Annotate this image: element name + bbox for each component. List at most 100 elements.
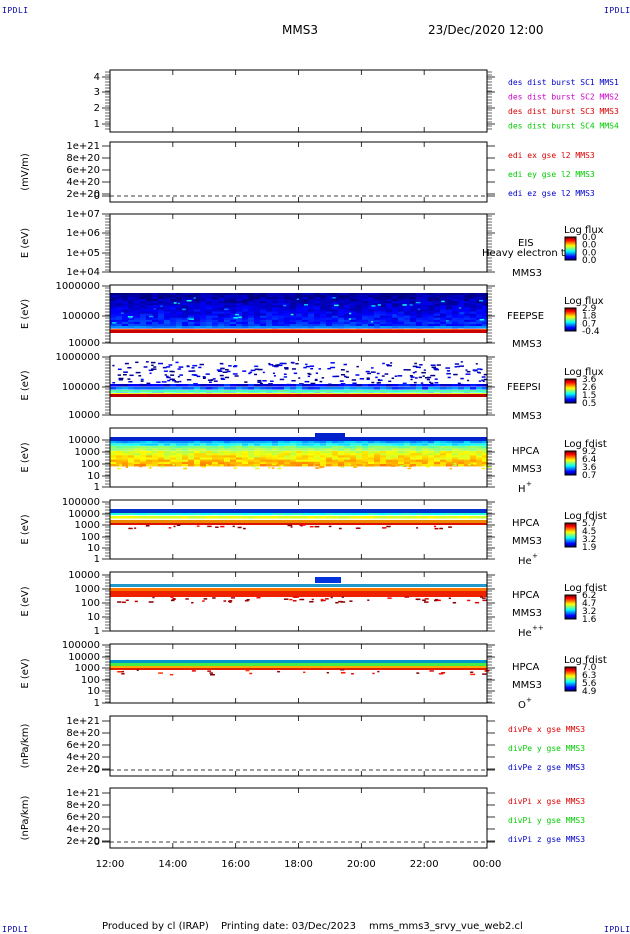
panel-3-speck [458,307,462,309]
panel-5-cell [434,451,440,454]
panel-3-cell [296,293,302,296]
panel-3-cell [446,301,452,304]
panel-4-cell [122,390,128,393]
colorbar-3-cell [565,322,576,324]
panel-3-cell [182,309,188,313]
panel-5-cell [230,446,236,449]
colorbar-6-cell [565,538,576,540]
panel-4-speck [284,367,289,369]
panel-5-cell [482,457,488,460]
panel-3-cell [152,301,158,304]
panel-5-cell [272,443,278,446]
panel-5-cell [152,464,158,467]
panel-6-cell [374,516,380,519]
panel-4-ytick-label: 1000000 [55,352,100,363]
panel-3-cell [212,311,218,315]
panel-5-cell [182,443,188,446]
panel-3-cell [206,319,212,323]
panel-5-cell [116,446,122,449]
panel-5-cell [380,464,386,467]
panel-4-speck [166,375,169,378]
colorbar-5-title: Log fdist [564,439,607,450]
panel-4-speck [268,362,271,365]
panel-3-cell [290,293,296,296]
panel-3-cell [350,311,356,315]
panel-7-speck [299,598,305,601]
panel-8-top-band [110,660,487,663]
panel-7-speck [349,600,353,602]
panel-4-cell [212,390,218,393]
panel-5-cell [224,448,230,451]
panel-0-legend-entry: des dist burst SC4 MMS4 [508,122,619,131]
panel-5-cell [380,441,386,444]
panel-4-cell [260,384,266,387]
panel-4-speck [259,383,263,385]
panel-3-cell [248,311,254,315]
panel-5-cell [410,464,416,467]
panel-7-ytick-label: 100 [81,598,100,609]
panel-3-cell [482,315,488,319]
panel-1-ytick-label: 4e+20 [66,177,100,188]
panel-5-cell [236,448,242,451]
panel-3-cell [176,321,182,325]
panel-5-cell [422,448,428,451]
colorbar-3-cell [565,312,576,315]
panel-3-cell [482,321,488,325]
panel-4-cell [248,384,254,387]
panel-4-cell [224,390,230,393]
panel-4-speck [228,365,232,367]
panel-9-ytick-label: 0 [94,765,100,776]
panel-3-cell [116,323,122,327]
panel-4-cell [362,387,368,390]
panel-3-cell [476,313,482,317]
panel-5-cell [332,441,338,444]
panel-5-cell [128,443,134,446]
panel-3-cell [344,326,350,329]
panel-5-cell [452,455,458,458]
panel-4-cell [152,390,158,393]
panel-3-cell [176,309,182,313]
panel-4-cell [134,390,140,393]
panel-5-cell [428,451,434,454]
panel-7-speck [474,601,480,604]
panel-4-speck [169,370,173,373]
panel-4-speck [140,380,144,382]
panel-3-cell [380,315,386,319]
panel-3-cell [386,297,392,300]
panel-3-cell [278,317,284,321]
panel-3-cell [392,303,398,306]
panel-5-cell [338,457,344,460]
panel-3-speck [173,302,177,304]
panel-4-speck [307,375,311,378]
panel-3-cell [440,311,446,315]
panel-3-cell [128,321,134,325]
panel-5-cell [158,459,164,463]
panel-4-cell [434,384,440,387]
panel-5-speck [426,465,430,468]
panel-5-cell [146,453,152,456]
panel-5-speck [315,467,319,469]
panel-3-cell [314,311,320,315]
panel-5-cell [440,455,446,458]
panel-5-cell [152,446,158,449]
panel-5-cell [374,443,380,446]
panel-5-cell [278,446,284,449]
colorbar-8-cell [565,669,576,671]
panel-5-speck [268,466,271,469]
panel-3-cell [224,323,230,327]
colorbar-4-cell [565,386,576,388]
panel-6-ytick-label: 100 [81,532,100,543]
panel-3-cell [440,319,446,323]
panel-3-cell [206,307,212,310]
panel-3-cell [416,326,422,329]
panel-4-cell [470,390,476,393]
panel-3-cell [122,295,128,298]
panel-7-orange-band [110,588,487,591]
header-date: 23/Dec/2020 12:00 [428,23,544,37]
panel-3-cell [326,297,332,300]
panel-3-cell [446,326,452,329]
colorbar-2-cell [565,242,576,245]
panel-3-cell [140,317,146,321]
panel-3-cell [206,301,212,304]
panel-3-cell [206,297,212,300]
